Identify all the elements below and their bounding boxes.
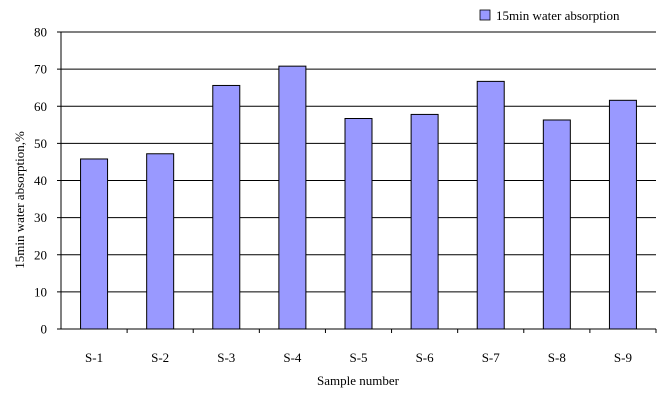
y-tick-label: 50: [34, 136, 47, 151]
y-tick-label: 20: [34, 247, 47, 262]
x-tick-label: S-9: [614, 350, 632, 365]
bar-S-5: [344, 118, 373, 330]
y-tick-label: 80: [34, 25, 47, 40]
axes: [57, 31, 657, 333]
x-tick-label: S-8: [548, 350, 566, 365]
y-tick-label: 0: [41, 322, 48, 337]
y-axis-title: 15min water absorption,%: [12, 131, 27, 269]
legend: 15min water absorption: [479, 8, 620, 23]
bar-S-4: [278, 65, 307, 330]
bar-S-2: [146, 153, 175, 330]
x-tick-label: S-2: [151, 350, 169, 365]
bars: [80, 65, 637, 330]
bar-S-3: [212, 84, 241, 330]
y-tick-label: 30: [34, 210, 47, 225]
x-tick-label: S-5: [349, 350, 367, 365]
legend-swatch: [479, 9, 491, 21]
bar-S-9: [608, 99, 637, 330]
x-tick-label: S-1: [85, 350, 103, 365]
x-tick-label: S-7: [482, 350, 501, 365]
y-tick-label: 60: [34, 99, 47, 114]
legend-label: 15min water absorption: [496, 8, 620, 23]
x-tick-labels: S-1 S-2 S-3 S-4 S-5 S-6 S-7 S-8 S-9: [85, 350, 632, 365]
bar-S-7: [476, 80, 505, 330]
y-tick-label: 40: [34, 173, 47, 188]
x-tick-label: S-6: [416, 350, 435, 365]
x-axis-title: Sample number: [317, 373, 400, 388]
bar-S-6: [410, 113, 439, 330]
bar-S-8: [542, 119, 571, 330]
y-tick-label: 70: [34, 62, 47, 77]
bar-S-1: [80, 158, 109, 330]
x-tick-label: S-3: [217, 350, 235, 365]
y-tick-label: 10: [34, 284, 47, 299]
x-tick-label: S-4: [283, 350, 302, 365]
y-tick-labels: 0 10 20 30 40 50 60 70 80: [34, 25, 47, 337]
